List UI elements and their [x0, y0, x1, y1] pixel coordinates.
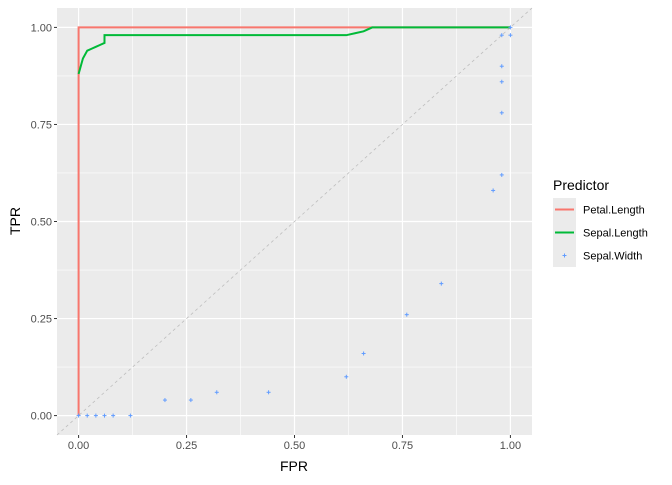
- legend: Predictor Petal.Length Sepal.Length Sepal.…: [553, 177, 648, 267]
- series-point-sepal-width: [499, 64, 504, 69]
- series-point-sepal-width: [266, 390, 271, 395]
- series-point-sepal-width: [499, 79, 504, 84]
- series-point-sepal-width: [361, 351, 366, 356]
- series-point-sepal-width: [128, 413, 133, 418]
- series-point-sepal-width: [76, 413, 81, 418]
- series-point-sepal-width: [188, 398, 193, 403]
- series-point-sepal-width: [491, 188, 496, 193]
- y-tick-label: 0.00: [31, 411, 52, 423]
- y-tick-label: 0.50: [31, 217, 52, 229]
- series-point-sepal-width: [102, 413, 107, 418]
- x-tick-label: 0.50: [284, 440, 305, 452]
- series-point-sepal-width: [499, 33, 504, 38]
- y-tick-label: 0.25: [31, 314, 52, 326]
- series-point-sepal-width: [85, 413, 90, 418]
- series-line-sepal-length: [77, 26, 511, 75]
- legend-label-petal-length: Petal.Length: [583, 205, 645, 217]
- diagonal-reference-line: [56, 7, 533, 436]
- y-tick-label: 0.75: [31, 119, 52, 131]
- series-point-sepal-width: [499, 110, 504, 115]
- axes: 0.00 0.25 0.50 0.75 1.00 0.00 0.25 0.50 0.75 1.00: [31, 22, 522, 452]
- legend-title: Predictor: [553, 177, 609, 193]
- series-point-sepal-width: [439, 281, 444, 286]
- x-tick-label: 1.00: [500, 440, 521, 452]
- series-point-sepal-width: [214, 390, 219, 395]
- x-tick-label: 0.25: [176, 440, 197, 452]
- series-point-sepal-width: [508, 25, 513, 30]
- series-point-sepal-width: [111, 413, 116, 418]
- legend-label-sepal-length: Sepal.Length: [583, 228, 648, 240]
- x-tick-label: 0.75: [392, 440, 413, 452]
- y-tick-label: 1.00: [31, 22, 52, 34]
- series-line-petal-length: [77, 26, 511, 416]
- series-point-sepal-width: [404, 312, 409, 317]
- x-axis-label: FPR: [280, 458, 308, 474]
- legend-label-sepal-width: Sepal.Width: [583, 251, 642, 263]
- series-point-sepal-width: [508, 33, 513, 38]
- y-axis-label: TPR: [7, 207, 23, 235]
- series-point-sepal-width: [499, 172, 504, 177]
- series-point-sepal-width: [344, 374, 349, 379]
- x-tick-label: 0.00: [68, 440, 89, 452]
- series-point-sepal-width: [162, 398, 167, 403]
- plot-marks: [56, 7, 533, 436]
- series-point-sepal-width: [93, 413, 98, 418]
